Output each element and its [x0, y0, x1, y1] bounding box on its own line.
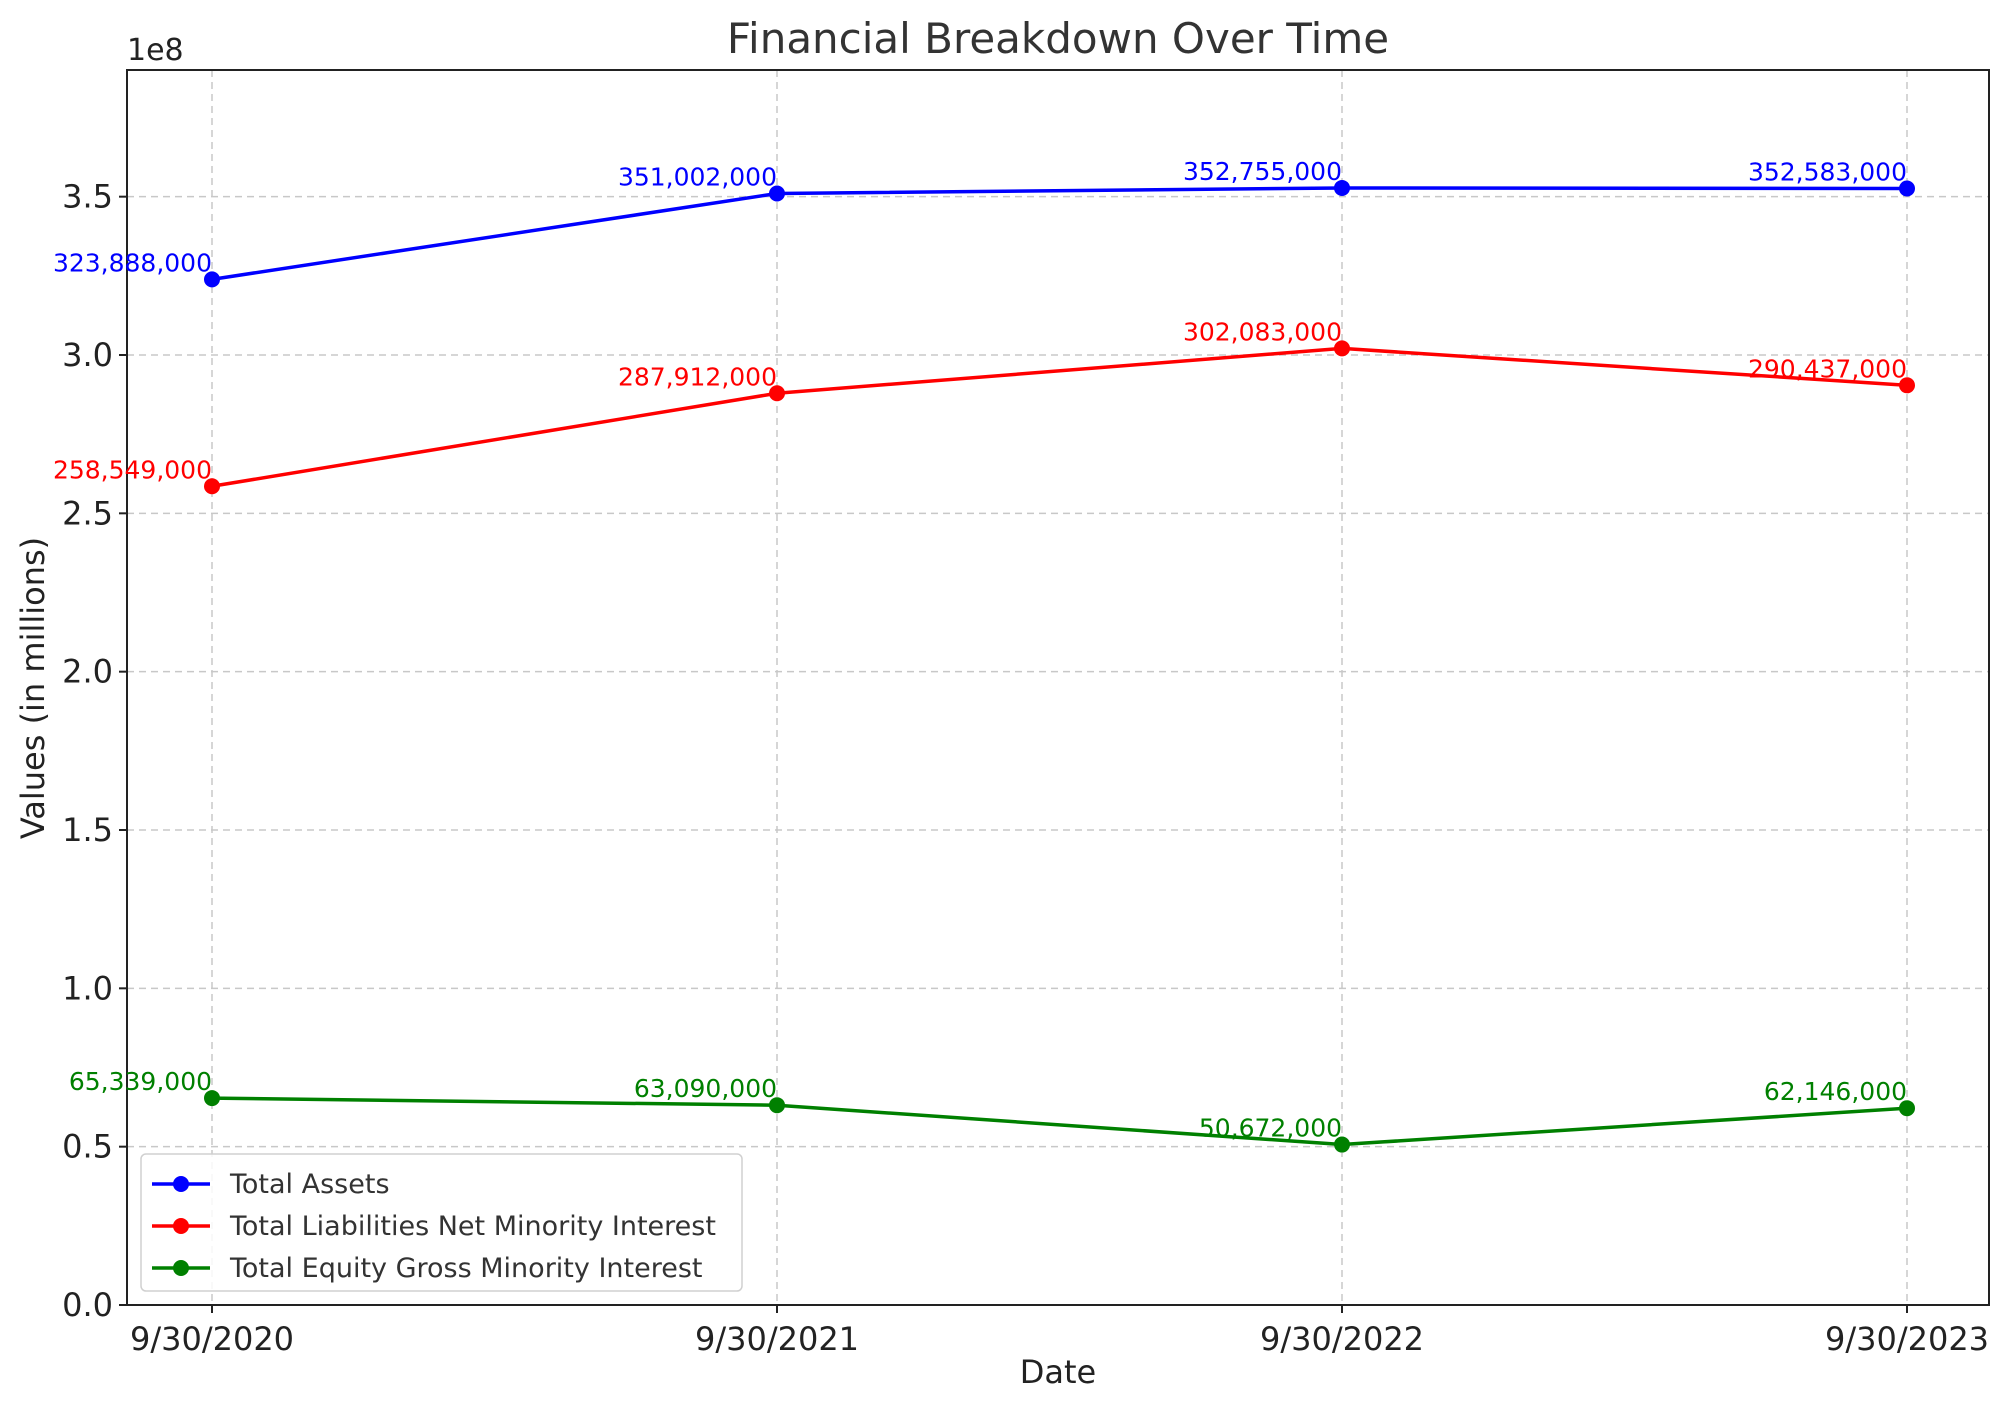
grid-layer — [127, 70, 1989, 1305]
data-label: 65,339,000 — [69, 1067, 212, 1096]
data-label: 63,090,000 — [634, 1074, 777, 1103]
y-tick-label: 1.5 — [62, 811, 113, 849]
data-label: 351,002,000 — [618, 162, 777, 191]
series-3-point — [1899, 1100, 1915, 1117]
y-tick-label: 1.0 — [62, 969, 113, 1007]
data-label: 302,083,000 — [1183, 317, 1342, 346]
series-line-3 — [211, 1096, 1908, 1147]
data-label: 50,672,000 — [1199, 1114, 1342, 1143]
series-2-point — [1899, 377, 1915, 394]
x-tick-label: 9/30/2023 — [1825, 1320, 1989, 1358]
x-tick-label: 9/30/2020 — [130, 1320, 294, 1358]
data-label: 258,549,000 — [53, 455, 212, 484]
series-1-point — [204, 271, 220, 288]
legend: Total Assets Total Liabilities Net Minori… — [140, 1153, 743, 1292]
y-axis-offset-label: 1e8 — [127, 33, 184, 68]
data-label: 290,437,000 — [1748, 354, 1907, 383]
y-tick-label: 3.5 — [62, 178, 113, 216]
legend-entry-label: Total Equity Gross Minority Interest — [229, 1253, 703, 1284]
data-label: 352,755,000 — [1183, 157, 1342, 186]
data-labels-layer: 323,888,000 351,002,000 352,755,000 352,583… — [53, 157, 1907, 1143]
x-tick-label: 9/30/2022 — [1260, 1320, 1424, 1358]
legend-entry-label: Total Liabilities Net Minority Interest — [229, 1211, 716, 1242]
y-tick-label: 0.5 — [62, 1128, 113, 1166]
ticks-layer: 0.0 0.5 1.0 1.5 2.0 2.5 3.0 3.5 9/30/2020 9/30/20… — [62, 178, 1989, 1358]
series-3-point — [769, 1097, 785, 1114]
legend-marker — [173, 1260, 189, 1276]
series-2-point — [1334, 340, 1350, 357]
series-1-point — [1334, 179, 1350, 196]
series-line-1 — [211, 186, 1908, 282]
data-label: 287,912,000 — [618, 362, 777, 391]
legend-entry-label: Total Assets — [229, 1169, 390, 1200]
x-tick-label: 9/30/2021 — [695, 1320, 859, 1358]
y-tick-label: 0.0 — [62, 1286, 113, 1324]
series-3-point — [204, 1090, 220, 1107]
y-tick-label: 2.0 — [62, 653, 113, 691]
series-2-point — [204, 478, 220, 495]
y-tick-label: 2.5 — [62, 494, 113, 532]
series-layer — [204, 179, 1915, 1153]
chart-title: Financial Breakdown Over Time — [727, 14, 1389, 63]
y-axis-label: Values (in millions) — [14, 537, 52, 839]
series-1-point — [769, 185, 785, 202]
x-axis-label: Date — [1020, 1353, 1096, 1391]
legend-items: Total Assets Total Liabilities Net Minori… — [152, 1169, 716, 1284]
series-1-point — [1899, 180, 1915, 197]
series-3-point — [1334, 1136, 1350, 1153]
y-tick-label: 3.0 — [62, 336, 113, 374]
data-label: 323,888,000 — [53, 248, 212, 277]
plot-area-frame — [126, 69, 1990, 1306]
data-label: 352,583,000 — [1748, 157, 1907, 186]
legend-marker — [173, 1218, 189, 1234]
legend-box — [140, 1153, 743, 1292]
series-2-point — [769, 385, 785, 402]
legend-marker — [173, 1176, 189, 1192]
data-label: 62,146,000 — [1764, 1077, 1907, 1106]
axes-layer — [126, 69, 1990, 1306]
series-line-2 — [211, 346, 1908, 488]
